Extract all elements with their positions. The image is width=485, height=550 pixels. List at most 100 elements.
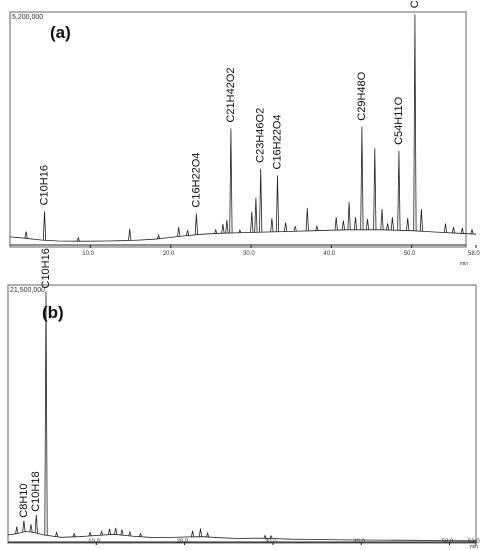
panel-b-peak-17 [263,534,267,539]
panel-a-peak-29 [380,209,384,230]
panel-a-peak-label: C16H22O4 [271,114,283,169]
panel-a-peak-27 [365,218,370,230]
panel-a-peak-39 [470,229,474,235]
panel-a-peak-label: C60H122 [409,0,421,8]
panel-a-peak-22 [334,217,338,231]
panel-a-peak-labels: C10H16 C16H22O4 C21H42O2 C23H46O2 C16H22O4 C2… [38,0,420,208]
panel-b-peak-9 [107,528,112,535]
panel-a-peak-14 [254,197,258,233]
panel-b: 21,500,000 (b) 10.0 20.0 30.0 40.0 50.0 53.0 … [7,248,480,550]
panel-b-peak-label: C8H10 [18,483,30,517]
panel-a-peak-30 [386,223,390,231]
panel-b-frame [7,284,477,544]
panel-a-peak-label: C10H16 [38,165,50,205]
panel-a-x-ticks: 10.0 20.0 30.0 40.0 50.0 58.0 [82,245,480,257]
panel-a-peak-5 [177,227,181,237]
panel-b-peak-3 [34,514,38,534]
panel-a-x-tick-label: 20.0 [163,251,175,257]
panel-a-peak-26 [360,126,364,230]
panel-a-peak-9 [221,223,225,234]
panel-a-label: (a) [50,23,71,42]
panel-a-peak-7 [194,213,198,235]
panel-a-baseline [9,229,477,242]
panel-b-peak-label: C10H16 [40,248,52,288]
panel-a-peak-34 [413,14,417,231]
panel-b-peak-11 [120,529,124,536]
panel-b-x-tick-label: 50.0 [442,539,454,545]
panel-a-peak-17 [275,175,280,232]
panel-a-x-tick-label: 50.0 [404,251,416,257]
panel-a-peak-36 [443,223,448,233]
panel-a-x-unit: min [460,261,468,267]
panel-b-peak-16 [206,531,210,538]
panel-b-peak-labels: C8H10 C10H18 C10H16 [18,248,52,518]
panel-a-peak-1 [42,211,47,241]
panel-a-x-tick-label: 10.0 [82,251,94,257]
panel-b-peak-15 [198,528,203,537]
panel-b-x-tick-label: 10.0 [88,539,100,545]
panel-b-baseline [7,530,477,542]
panel-b-x-tick-label: 40.0 [353,539,365,545]
panel-a-peak-37 [451,227,456,234]
panel-a: 5,200,000 (a) 10.0 20.0 30.0 40.0 50.0 58.0 m… [9,0,480,267]
panel-a-peak-label: C16H22O4 [190,153,202,208]
panel-a-plot [9,14,477,242]
panel-a-x-tick-label: 30.0 [243,251,255,257]
panel-b-peak-0 [15,526,19,534]
panel-a-peak-label: C21H42O2 [225,67,237,122]
panel-b-x-unit: min [470,544,478,550]
panel-b-peak-label: C10H18 [30,471,42,511]
panel-a-peak-12 [238,229,242,233]
panel-a-peak-24 [347,201,351,230]
panel-a-peak-10 [225,219,229,234]
panel-a-peak-label: C29H48O [356,71,368,120]
panel-a-peak-8 [214,228,218,234]
panel-b-peak-8 [100,530,104,536]
panel-a-y-max-label: 5,200,000 [12,14,43,21]
panel-b-peak-1 [22,520,26,532]
panel-b-plot [7,291,477,542]
panel-a-frame [9,11,467,248]
panel-a-peak-21 [315,224,319,231]
panel-a-peak-label: C54H11O [393,96,405,145]
panel-a-peak-label: C23H46O2 [255,108,267,163]
panel-b-peak-14 [191,530,195,537]
panel-a-peak-6 [186,230,190,236]
panel-a-peak-19 [293,226,297,232]
panel-b-peak-10 [114,527,118,535]
panel-b-peak-13 [138,532,143,537]
panel-a-peak-18 [284,222,288,232]
panel-b-peak-4 [44,291,48,536]
panel-a-peak-25 [353,217,358,230]
panel-b-x-ticks: 10.0 20.0 30.0 40.0 50.0 53.0 [88,539,480,545]
panel-a-peak-11 [229,128,233,234]
panel-b-y-max-label: 21,500,000 [10,287,45,294]
panel-b-peak-6 [72,532,76,537]
panel-b-x-tick-label: 30.0 [265,539,277,545]
panel-a-peak-4 [157,233,161,239]
panel-a-peak-20 [305,207,309,231]
panel-a-peak-2 [76,236,80,242]
panel-a-x-tick-label: 40.0 [323,251,335,257]
panel-b-peak-5 [55,531,59,537]
panel-a-peak-3 [128,228,132,241]
panel-a-peak-33 [406,218,410,231]
panel-a-peak-13 [250,211,254,233]
panel-b-peak-7 [88,531,92,537]
panel-a-peak-15 [259,168,263,233]
panel-a-peak-0 [24,231,28,239]
panel-a-peak-16 [270,218,274,232]
panel-a-x-tick-label: 58.0 [468,251,480,257]
panel-a-peak-38 [460,227,464,234]
panel-b-label: (b) [42,303,64,322]
panel-a-peak-28 [373,148,377,230]
panel-a-peak-23 [341,220,345,230]
panel-a-peak-35 [419,209,423,232]
panel-a-peak-31 [390,217,394,231]
panel-b-x-tick-label: 53.0 [468,539,480,545]
panel-b-x-tick-label: 20.0 [177,539,189,545]
panel-b-peak-18 [269,534,273,539]
panel-b-peak-12 [128,530,132,537]
